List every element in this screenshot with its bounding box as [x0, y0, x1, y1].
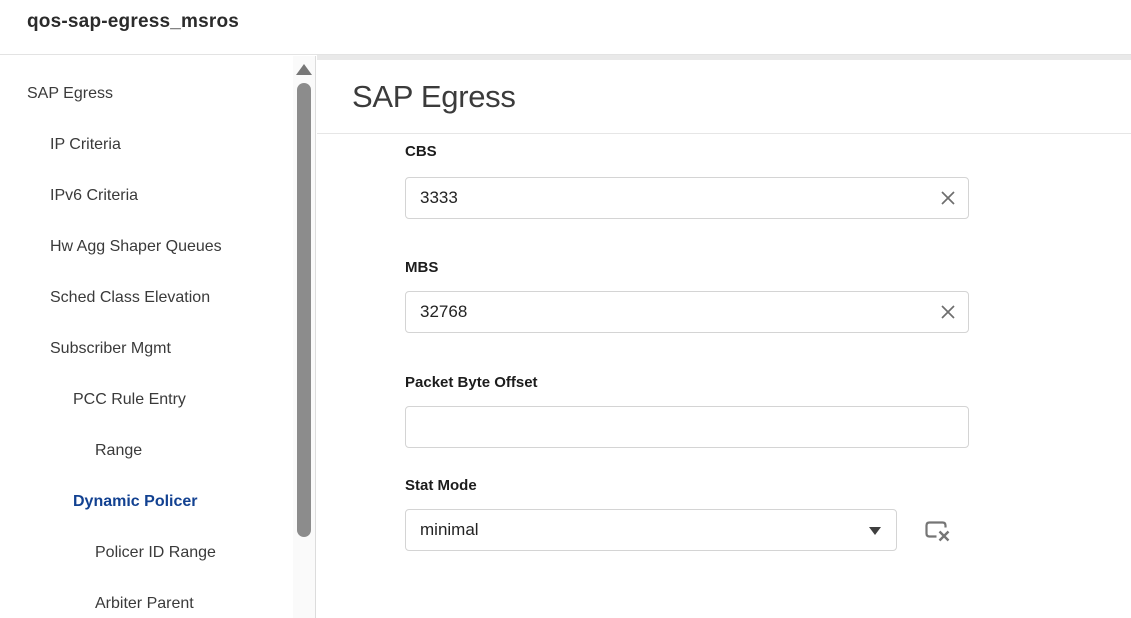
- field-row-cbs: [405, 177, 969, 219]
- field-label-mbs: MBS: [405, 259, 439, 276]
- field-row-mbs: [405, 291, 969, 333]
- sidebar-item-hw-agg-shaper-queues[interactable]: Hw Agg Shaper Queues: [50, 238, 222, 255]
- mbs-input[interactable]: [405, 291, 969, 333]
- scroll-up-arrow-icon[interactable]: [296, 64, 312, 75]
- field-label-stat-mode: Stat Mode: [405, 477, 477, 494]
- sidebar-item-ip-criteria[interactable]: IP Criteria: [50, 136, 121, 153]
- sidebar-item-ipv6-criteria[interactable]: IPv6 Criteria: [50, 187, 139, 204]
- clear-mbs-button[interactable]: [940, 304, 956, 320]
- sidebar-item-pcc-rule-entry[interactable]: PCC Rule Entry: [73, 391, 186, 408]
- field-row-stat-mode: minimal: [405, 509, 969, 551]
- title-bar: qos-sap-egress_msros: [0, 0, 1131, 55]
- heading-divider: [317, 133, 1131, 134]
- section-heading: SAP Egress: [352, 79, 516, 114]
- sidebar-item-sap-egress[interactable]: SAP Egress: [27, 85, 113, 102]
- field-label-cbs: CBS: [405, 143, 437, 160]
- scrollbar-thumb[interactable]: [297, 83, 311, 537]
- navigation-tree: SAP Egress IP Criteria IPv6 Criteria Hw Agg…: [0, 56, 293, 618]
- stat-mode-select[interactable]: minimal: [405, 509, 897, 551]
- clear-cbs-button[interactable]: [940, 190, 956, 206]
- page-title: qos-sap-egress_msros: [27, 11, 240, 32]
- sidebar-item-subscriber-mgmt[interactable]: Subscriber Mgmt: [50, 340, 171, 357]
- sidebar-item-arbiter-parent[interactable]: Arbiter Parent: [95, 595, 194, 612]
- settings-form: CBS MBS Packet Byte Offset Stat Mode minimal: [405, 55, 1105, 618]
- horizontal-scrollbar-track: [317, 55, 1131, 60]
- cbs-input[interactable]: [405, 177, 969, 219]
- sidebar-item-policer-id-range[interactable]: Policer ID Range: [95, 544, 216, 561]
- field-row-packet-byte-offset: [405, 406, 969, 448]
- main-panel: SAP Egress CBS MBS Packet Byte Offset Stat …: [317, 55, 1131, 618]
- deselect-icon: [925, 521, 950, 542]
- selected-value: minimal: [420, 520, 479, 539]
- sidebar-scrollbar[interactable]: [293, 56, 316, 618]
- x-icon: [941, 191, 955, 205]
- deselect-stat-mode-button[interactable]: [921, 517, 953, 546]
- packet-byte-offset-input[interactable]: [405, 406, 969, 448]
- field-label-packet-byte-offset: Packet Byte Offset: [405, 374, 538, 391]
- sidebar-item-range[interactable]: Range: [95, 442, 143, 459]
- x-icon: [941, 305, 955, 319]
- chevron-down-icon: [869, 527, 881, 535]
- sidebar-item-sched-class-elevation[interactable]: Sched Class Elevation: [50, 289, 211, 306]
- sidebar-item-dynamic-policer[interactable]: Dynamic Policer: [73, 493, 198, 510]
